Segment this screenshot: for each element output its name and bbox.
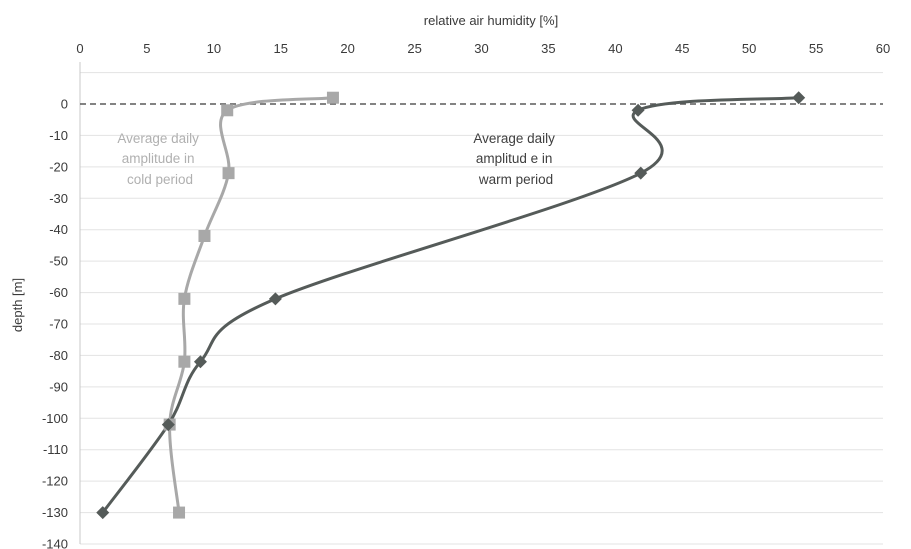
warm-series-point bbox=[96, 506, 110, 520]
y-tick-label: 0 bbox=[61, 97, 68, 112]
y-tick-label: -140 bbox=[42, 537, 68, 549]
warm-series-point bbox=[161, 418, 175, 432]
series-lines bbox=[101, 96, 799, 514]
cold-series-point bbox=[173, 506, 186, 519]
y-tick-label: -110 bbox=[43, 442, 68, 457]
x-tick-label: 15 bbox=[274, 41, 288, 56]
warm-period-annotation: Average daily amplitud e in warm period bbox=[473, 131, 558, 187]
cold-series-point bbox=[178, 292, 191, 305]
cold-series-point bbox=[326, 91, 339, 104]
warm-annotation-line-2: amplitud e in bbox=[476, 151, 553, 166]
y-tick-label: -120 bbox=[42, 474, 68, 489]
series-line-1 bbox=[101, 96, 799, 514]
x-tick-label: 40 bbox=[608, 41, 622, 56]
x-tick-label: 30 bbox=[474, 41, 488, 56]
x-tick-label: 10 bbox=[207, 41, 221, 56]
x-tick-label: 55 bbox=[809, 41, 823, 56]
y-tick-label: -100 bbox=[42, 411, 68, 426]
y-tick-label: -60 bbox=[49, 285, 68, 300]
x-axis-ticks: 0 5 10 15 20 25 30 35 40 45 50 55 60 bbox=[76, 41, 890, 56]
y-tick-label: -20 bbox=[49, 159, 68, 174]
series-markers bbox=[96, 91, 806, 520]
cold-annotation-line-3: cold period bbox=[127, 172, 193, 187]
y-axis-title: depth [m] bbox=[10, 278, 25, 332]
y-tick-label: -50 bbox=[49, 254, 68, 269]
x-tick-label: 20 bbox=[340, 41, 354, 56]
warm-series-point bbox=[631, 103, 645, 117]
x-tick-label: 50 bbox=[742, 41, 756, 56]
x-tick-label: 35 bbox=[541, 41, 555, 56]
y-tick-label: -30 bbox=[49, 191, 68, 206]
y-tick-label: -40 bbox=[49, 222, 68, 237]
x-tick-label: 0 bbox=[76, 41, 83, 56]
y-tick-label: -90 bbox=[49, 379, 68, 394]
warm-series-point bbox=[792, 91, 806, 105]
y-tick-label: -80 bbox=[49, 348, 68, 363]
warm-annotation-line-1: Average daily bbox=[473, 131, 555, 146]
cold-series-point bbox=[178, 355, 191, 368]
warm-series-point bbox=[268, 292, 282, 306]
x-tick-label: 25 bbox=[407, 41, 421, 56]
x-tick-label: 60 bbox=[876, 41, 890, 56]
x-tick-label: 5 bbox=[143, 41, 150, 56]
annotations: Average daily amplitude in cold period A… bbox=[117, 131, 558, 187]
cold-period-annotation: Average daily amplitude in cold period bbox=[117, 131, 202, 187]
warm-series-point bbox=[193, 355, 207, 369]
y-tick-label: -10 bbox=[49, 128, 68, 143]
cold-series-point bbox=[198, 230, 211, 242]
y-axis-ticks: 0 -10 -20 -30 -40 -50 -60 -70 -80 -90 -100 -110 -120… bbox=[42, 97, 68, 549]
x-tick-label: 45 bbox=[675, 41, 689, 56]
y-tick-label: -130 bbox=[42, 505, 68, 520]
cold-series-point bbox=[222, 167, 235, 180]
x-axis-title: relative air humidity [%] bbox=[424, 13, 558, 28]
cold-annotation-line-2: amplitude in bbox=[122, 151, 195, 166]
warm-annotation-line-3: warm period bbox=[478, 172, 553, 187]
y-tick-label: -70 bbox=[49, 317, 68, 332]
warm-series-point bbox=[634, 166, 648, 180]
cold-series-point bbox=[221, 104, 234, 117]
cold-annotation-line-1: Average daily bbox=[117, 131, 199, 146]
